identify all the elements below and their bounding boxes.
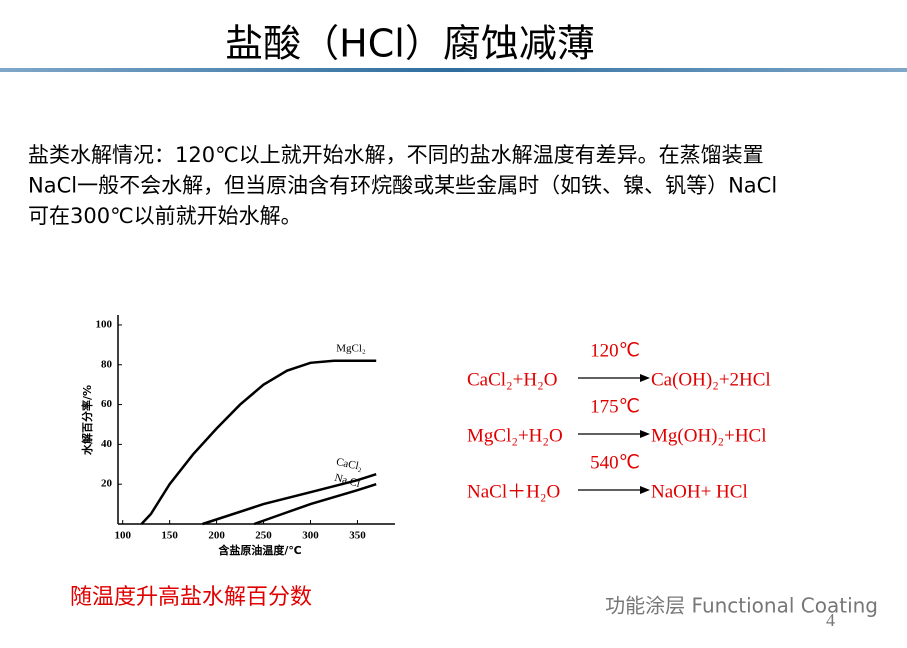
- x-tick-label: 350: [349, 530, 366, 542]
- curve-label: CaCl₂: [335, 456, 364, 473]
- title-rule: [0, 68, 907, 72]
- y-tick-label: 100: [96, 318, 113, 330]
- watermark: 功能涂层 Functional Coating: [605, 594, 878, 618]
- x-tick-label: 150: [161, 530, 178, 542]
- reactants: MgCl₂+H₂O: [467, 425, 563, 446]
- curve: [253, 483, 377, 526]
- arrow-head: [640, 430, 650, 438]
- x-tick-label: 250: [255, 530, 272, 542]
- x-tick-label: 300: [302, 530, 319, 542]
- condition: 175℃: [590, 396, 640, 417]
- x-tick-label: 100: [114, 530, 131, 542]
- curve: [202, 473, 377, 526]
- condition: 540℃: [590, 452, 640, 473]
- paragraph-line: NaCl一般不会水解，但当原油含有环烷酸或某些金属时（如铁、镍、钒等）NaCl: [28, 174, 777, 198]
- y-tick-label: 60: [101, 398, 113, 410]
- arrow-head: [640, 374, 650, 382]
- arrow-head: [640, 486, 650, 494]
- paragraph-line: 盐类水解情况：120℃以上就开始水解，不同的盐水解温度有差异。在蒸馏装置: [28, 143, 764, 167]
- caption: 随温度升高盐水解百分数: [70, 585, 312, 610]
- reactants: CaCl₂+H₂O: [467, 369, 557, 390]
- page-number: 4: [826, 610, 835, 630]
- reactants: NaCl＋H₂O: [467, 481, 560, 502]
- curve: [140, 359, 377, 525]
- products: Ca(OH)₂+2HCl: [651, 369, 771, 390]
- curve-label: Na Cl: [333, 472, 361, 490]
- title: 盐酸（HCl）腐蚀减薄: [225, 22, 595, 66]
- y-axis-label: 水解百分率/%: [80, 385, 94, 455]
- y-tick-label: 40: [101, 438, 113, 450]
- products: NaOH+ HCl: [651, 481, 748, 502]
- x-tick-label: 200: [208, 530, 225, 542]
- products: Mg(OH)₂+HCl: [651, 425, 767, 446]
- y-tick-label: 20: [101, 478, 113, 490]
- y-tick-label: 80: [101, 358, 113, 370]
- x-axis-label: 含盐原油温度/℃: [217, 543, 301, 557]
- paragraph-line: 可在300℃以前就开始水解。: [28, 204, 302, 228]
- curve-label: MgCl₂: [336, 342, 366, 354]
- condition: 120℃: [590, 340, 640, 361]
